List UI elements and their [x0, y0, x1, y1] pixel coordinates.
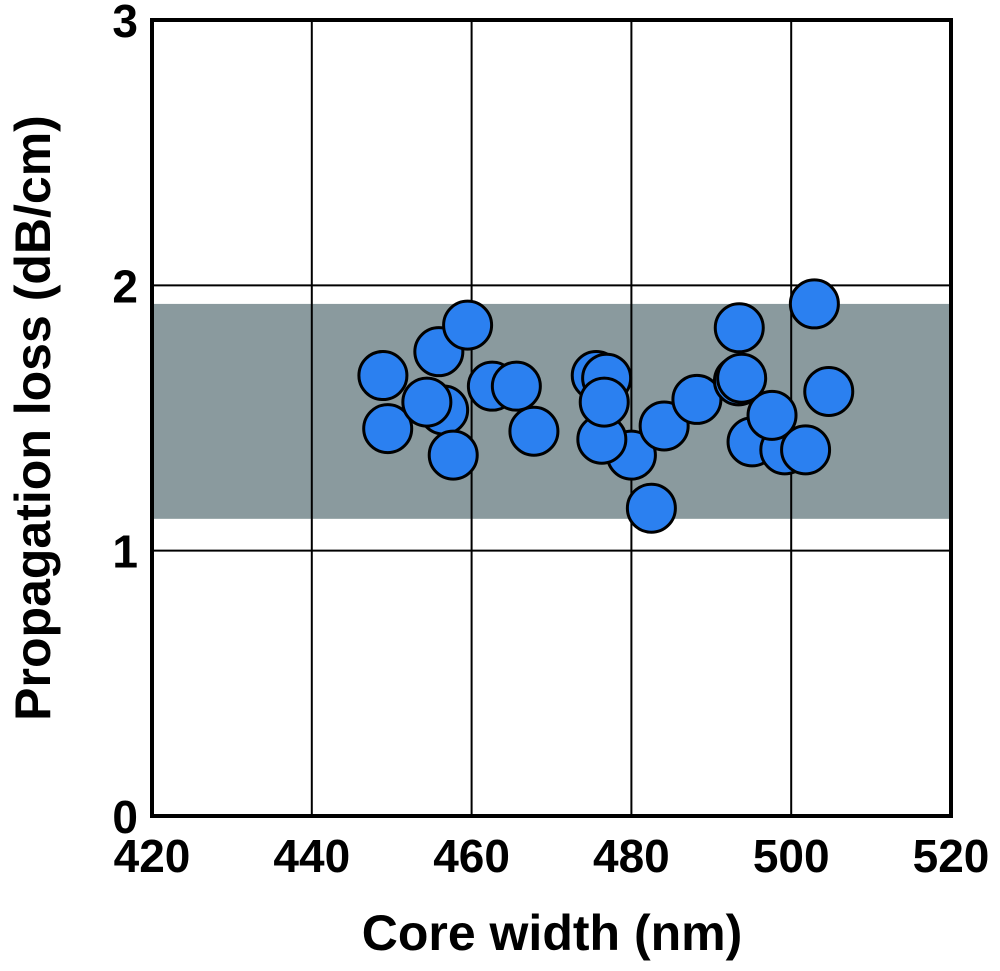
x-tick-label: 520: [913, 830, 990, 882]
y-tick-label: 1: [112, 526, 138, 578]
data-point: [578, 376, 630, 428]
data-point: [401, 376, 453, 428]
x-tick-label: 420: [114, 830, 191, 882]
y-tick-label: 3: [112, 0, 138, 47]
data-point: [490, 360, 542, 412]
data-point: [716, 352, 768, 404]
y-tick-label: 2: [112, 260, 138, 312]
y-axis-label: Propagation loss (dB/cm): [5, 115, 61, 721]
data-point: [713, 302, 765, 354]
data-point: [788, 278, 840, 330]
data-point: [780, 424, 832, 476]
data-point: [803, 365, 855, 417]
x-tick-label: 440: [273, 830, 350, 882]
y-tick-label: 0: [112, 791, 138, 843]
x-axis-label: Core width (nm): [362, 905, 743, 961]
x-tick-label: 500: [753, 830, 830, 882]
data-point: [362, 403, 414, 455]
data-point: [671, 373, 723, 425]
plot-frame: [150, 18, 953, 818]
data-point: [625, 482, 677, 534]
data-point: [357, 350, 409, 402]
x-tick-label: 480: [593, 830, 670, 882]
data-point: [427, 429, 479, 481]
data-point: [442, 299, 494, 351]
x-tick-label: 460: [433, 830, 510, 882]
data-point: [746, 389, 798, 441]
data-point: [508, 405, 560, 457]
